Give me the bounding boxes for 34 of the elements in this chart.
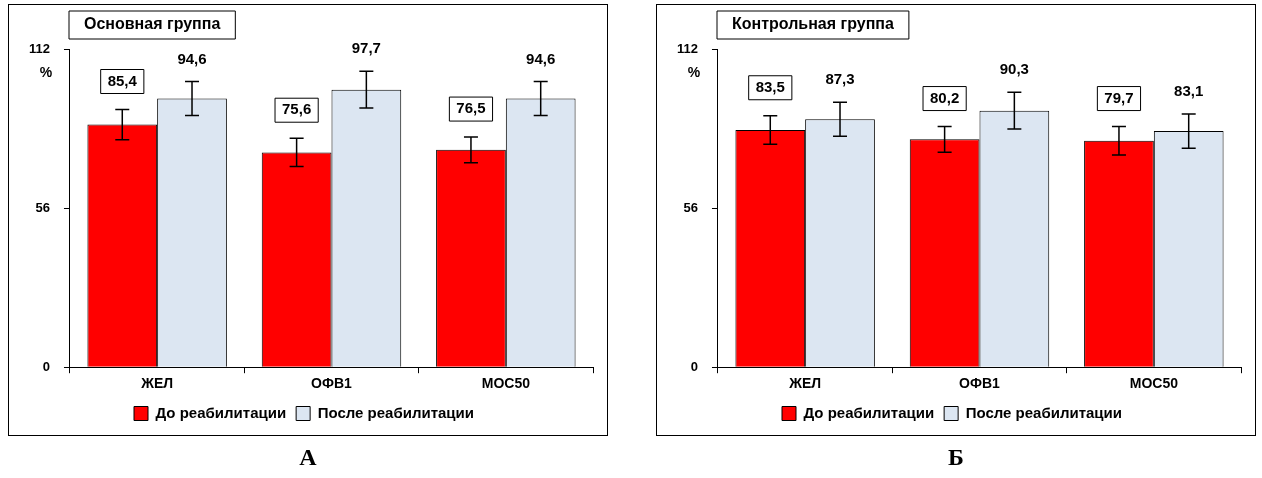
x-tick-label: ЖЕЛ [788, 375, 822, 392]
x-tick-label: МОС50 [1129, 375, 1179, 392]
data-label: 75,6 [282, 100, 312, 118]
data-label: 90,3 [999, 60, 1029, 78]
legend-label: До реабилитации [803, 403, 935, 421]
y-tick-label: 0 [42, 358, 50, 374]
y-tick-label: 56 [683, 199, 698, 215]
x-tick-label: МОС50 [481, 375, 531, 392]
y-axis-title: % [687, 63, 701, 80]
y-tick-label: 112 [676, 40, 698, 56]
data-label: 94,6 [526, 49, 556, 67]
legend-label: После реабилитации [317, 403, 475, 421]
y-tick-label: 56 [35, 199, 50, 215]
y-tick-label: 0 [690, 358, 698, 374]
data-label: 79,7 [1104, 88, 1134, 106]
y-tick-label: 112 [28, 40, 50, 56]
legend-label: После реабилитации [965, 403, 1123, 421]
data-label: 94,6 [177, 49, 207, 67]
data-label: 80,2 [930, 88, 960, 106]
text: Б [947, 444, 965, 471]
text: А [298, 444, 318, 471]
x-tick-label: ОФВ1 [311, 375, 353, 392]
y-axis-title: % [39, 63, 53, 80]
x-tick-label: ОФВ1 [959, 375, 1001, 392]
data-label: 85,4 [107, 71, 138, 89]
legend-label: До реабилитации [155, 403, 287, 421]
data-label: 83,5 [755, 77, 785, 95]
chart-title: Контрольная группа [732, 15, 894, 33]
chart-title: Основная группа [84, 15, 221, 33]
data-label: 76,5 [456, 99, 486, 117]
x-tick-label: ЖЕЛ [140, 375, 174, 392]
data-label: 97,7 [351, 39, 381, 57]
data-label: 83,1 [1174, 82, 1204, 100]
data-label: 87,3 [825, 70, 855, 88]
